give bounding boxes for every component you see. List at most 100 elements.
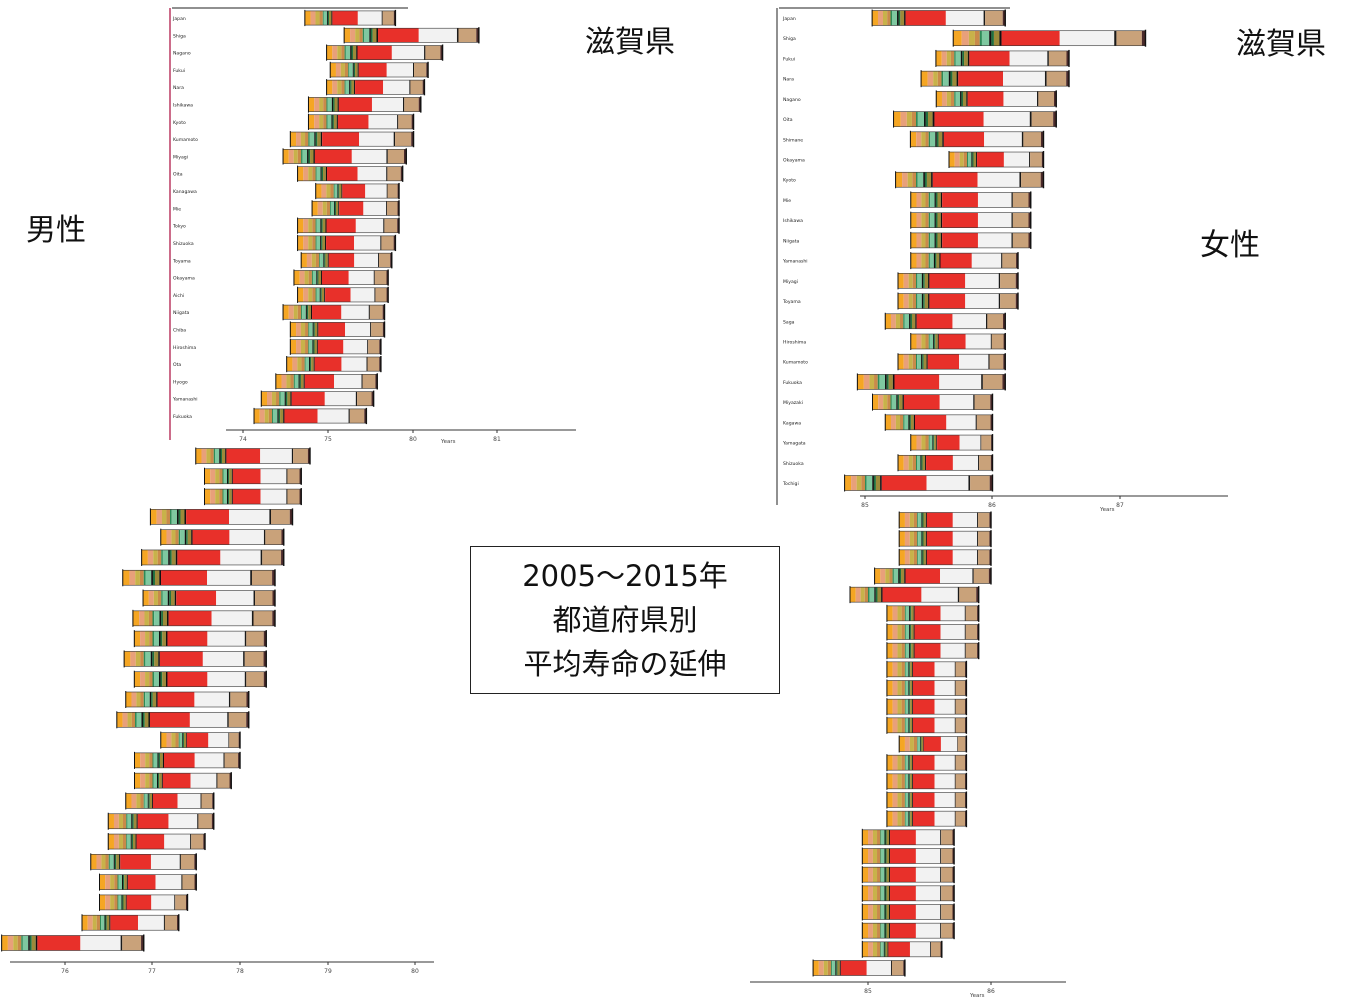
bar-female-top-7	[948, 151, 1045, 169]
positive-segment	[152, 773, 154, 789]
positive-segment	[190, 834, 192, 850]
positive-segment	[168, 813, 198, 829]
positive-segment	[1009, 50, 1048, 66]
x-axis-title: Years	[1099, 507, 1115, 513]
positive-segment	[228, 692, 231, 707]
positive-segment	[1000, 293, 1016, 309]
positive-segment	[877, 587, 882, 603]
positive-segment	[341, 305, 369, 320]
negative-segment	[886, 811, 893, 827]
positive-segment	[979, 455, 991, 471]
positive-segment	[355, 218, 384, 233]
category-label: Tokyo	[172, 224, 186, 230]
positive-segment	[365, 183, 387, 199]
positive-segment	[299, 374, 301, 389]
positive-segment	[328, 253, 355, 268]
bar-female-bottom-13	[886, 754, 968, 772]
positive-segment	[980, 435, 982, 451]
positive-segment	[132, 813, 134, 829]
positive-segment	[981, 30, 990, 46]
positive-segment	[990, 394, 993, 410]
positive-segment	[179, 732, 183, 748]
positive-segment	[312, 339, 314, 354]
positive-segment	[912, 661, 935, 677]
negative-segment	[877, 904, 881, 920]
positive-segment	[366, 356, 368, 372]
positive-segment	[194, 692, 229, 707]
positive-segment	[409, 80, 411, 95]
positive-segment	[305, 356, 310, 372]
positive-segment	[928, 435, 930, 451]
positive-segment	[168, 610, 212, 626]
positive-segment	[321, 287, 325, 302]
bar-female-top-21	[910, 434, 994, 452]
negative-segment	[290, 322, 297, 337]
positive-segment	[890, 394, 892, 410]
negative-segment	[140, 752, 146, 768]
positive-segment	[326, 218, 356, 233]
category-label: Yamagata	[782, 441, 806, 447]
positive-segment	[383, 218, 385, 233]
positive-segment	[964, 50, 968, 66]
negative-segment	[139, 610, 145, 626]
negative-segment	[899, 736, 905, 752]
bar-female-bottom-3	[874, 567, 992, 585]
positive-segment	[839, 960, 841, 976]
positive-segment	[230, 692, 247, 707]
positive-segment	[153, 773, 157, 789]
positive-segment	[955, 680, 966, 696]
positive-segment	[253, 610, 273, 626]
positive-segment	[382, 322, 385, 337]
positive-segment	[207, 671, 245, 687]
positive-segment	[291, 448, 294, 464]
positive-segment	[317, 270, 319, 285]
positive-segment	[911, 643, 914, 659]
positive-segment	[393, 10, 396, 26]
positive-segment	[424, 45, 426, 60]
positive-segment	[928, 293, 930, 309]
bar-female-top-4	[935, 90, 1057, 108]
negative-segment	[281, 374, 287, 389]
positive-segment	[889, 829, 891, 845]
positive-segment	[147, 793, 149, 809]
negative-segment	[110, 894, 115, 910]
positive-segment	[319, 287, 321, 302]
bar-male-top-0	[304, 9, 397, 27]
positive-segment	[928, 131, 931, 147]
positive-segment	[318, 322, 346, 337]
positive-segment	[369, 28, 371, 43]
bar-male-top-12	[297, 217, 400, 234]
positive-segment	[890, 10, 893, 26]
positive-segment	[326, 114, 328, 129]
positive-segment	[865, 475, 867, 491]
negative-segment	[135, 651, 141, 667]
positive-segment	[910, 624, 912, 640]
positive-segment	[971, 152, 973, 168]
bar-female-top-2	[935, 49, 1070, 67]
negative-segment	[308, 114, 315, 129]
positive-segment	[904, 680, 906, 696]
positive-segment	[251, 610, 254, 626]
positive-segment	[283, 408, 285, 424]
negative-segment	[856, 475, 862, 491]
positive-segment	[934, 755, 955, 771]
positive-segment	[921, 736, 924, 752]
positive-segment	[216, 773, 218, 789]
positive-segment	[290, 391, 292, 406]
positive-segment	[387, 183, 398, 199]
chart-male-bottom: 76 77 78 79 80	[1, 447, 434, 975]
category-label: Kanagawa	[173, 189, 197, 195]
positive-segment	[378, 28, 419, 43]
positive-segment	[186, 509, 230, 525]
positive-segment	[153, 671, 159, 687]
bar-male-bottom-3	[149, 508, 294, 526]
positive-segment	[324, 253, 326, 268]
negative-segment	[210, 489, 216, 505]
positive-segment	[133, 813, 137, 829]
negative-segment	[326, 183, 331, 199]
negative-segment	[886, 773, 893, 789]
positive-segment	[1015, 293, 1018, 309]
negative-segment	[868, 885, 873, 901]
positive-segment	[286, 468, 288, 484]
positive-segment	[932, 111, 935, 127]
